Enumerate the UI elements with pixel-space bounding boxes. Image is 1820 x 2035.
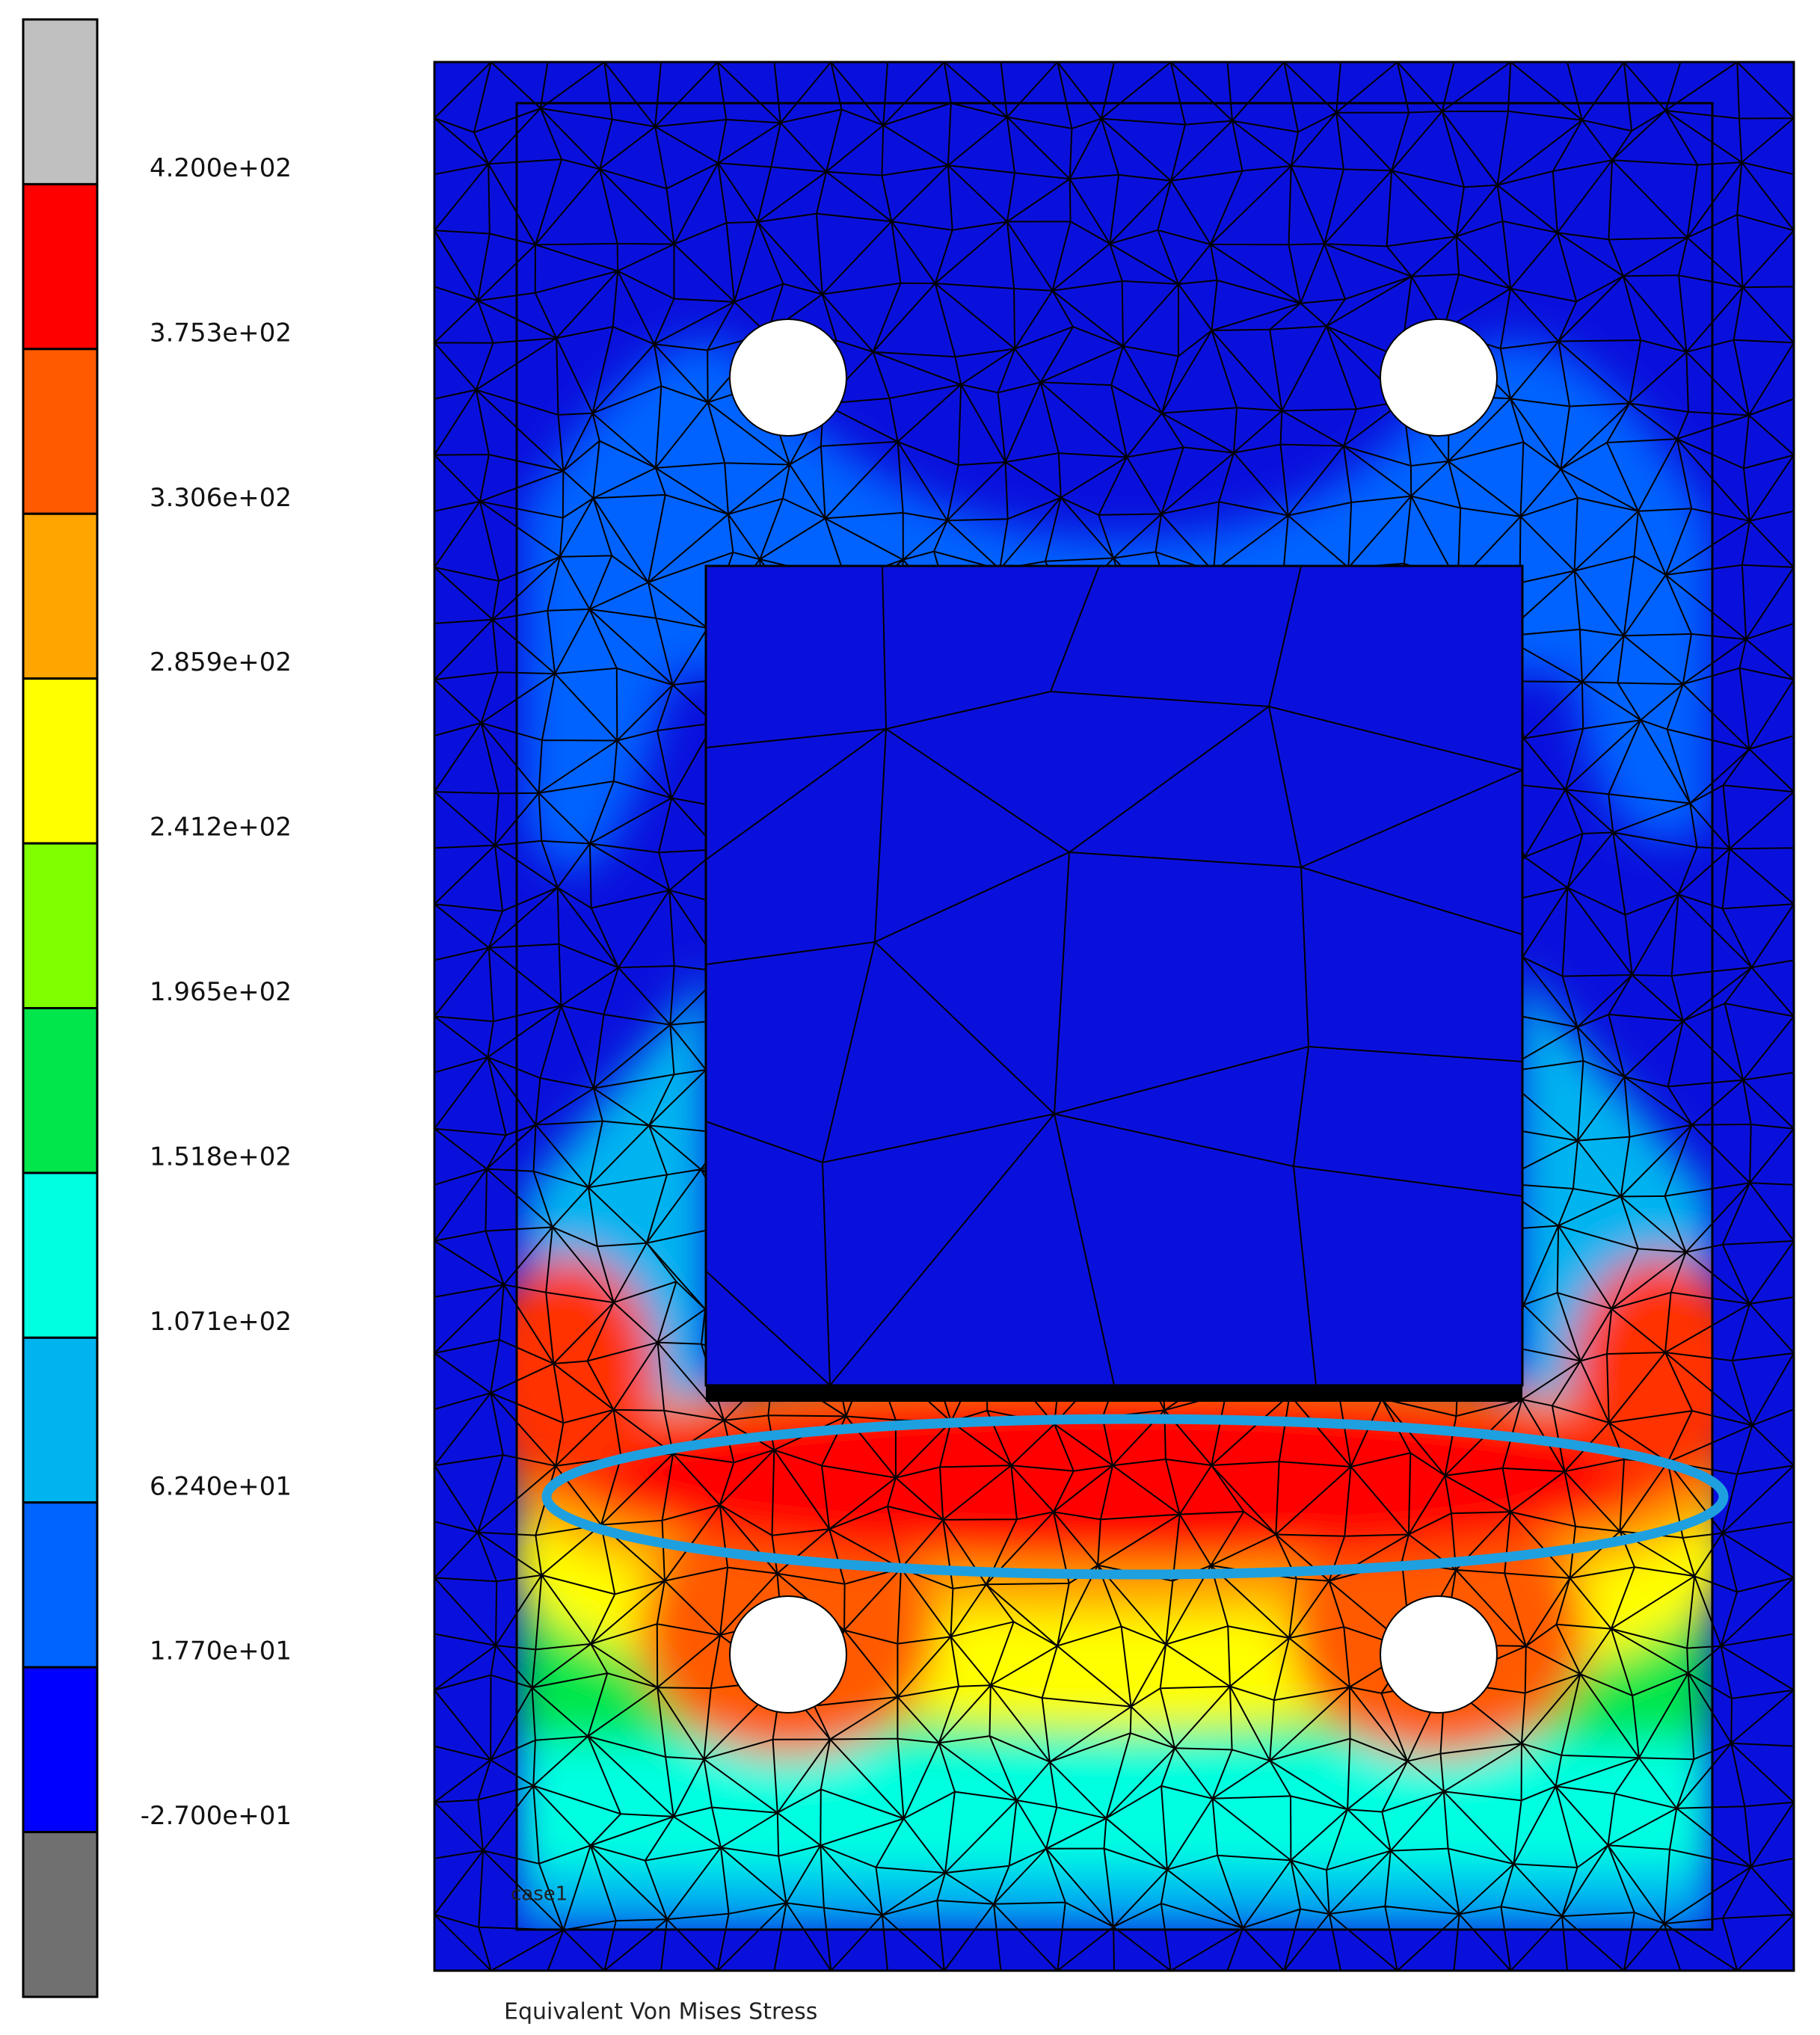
legend-label: 1.965e+02 xyxy=(150,977,292,1007)
legend-swatch xyxy=(22,18,99,185)
legend-label: 4.200e+02 xyxy=(150,153,292,183)
legend-label: 2.412e+02 xyxy=(150,813,292,843)
legend-label: 3.753e+02 xyxy=(150,318,292,348)
legend-label: 6.240e+01 xyxy=(150,1471,292,1501)
block-mesh xyxy=(705,565,1523,1388)
highlight-ellipse xyxy=(541,1414,1729,1580)
legend-label: -2.700e+01 xyxy=(141,1801,292,1831)
legend-swatch xyxy=(22,348,99,515)
legend-swatch xyxy=(22,842,99,1010)
part-inner-edge xyxy=(515,102,1714,1931)
hole xyxy=(1380,1595,1498,1714)
legend-label: 2.859e+02 xyxy=(150,647,292,677)
legend-swatch xyxy=(22,1336,99,1504)
legend: 4.200e+02 3.753e+02 3.306e+02 2.859e+02 2.41… xyxy=(22,18,292,1998)
contact-band xyxy=(706,1385,1522,1402)
block-mesh-lines xyxy=(705,565,1523,1388)
hole xyxy=(729,1595,847,1714)
legend-swatch xyxy=(22,1007,99,1174)
legend-swatch xyxy=(22,677,99,845)
contour-blob xyxy=(517,1256,658,1495)
case-label: case1 xyxy=(511,1883,568,1906)
legend-swatch xyxy=(22,1831,99,1998)
legend-swatch xyxy=(22,1666,99,1834)
legend-swatch xyxy=(22,512,99,680)
contour-blob xyxy=(1570,1256,1712,1495)
legend-swatch xyxy=(22,1501,99,1669)
legend-label: 1.770e+01 xyxy=(150,1637,292,1666)
block xyxy=(704,564,1524,1387)
result-title: Equivalent Von Mises Stress xyxy=(504,1999,817,2025)
hole xyxy=(1380,318,1498,437)
legend-label: 1.518e+02 xyxy=(150,1142,292,1172)
legend-swatch xyxy=(22,182,99,351)
legend-swatch xyxy=(22,1172,99,1339)
legend-label: 3.306e+02 xyxy=(150,483,292,513)
legend-label: 1.071e+02 xyxy=(150,1307,292,1337)
hole xyxy=(729,318,847,437)
